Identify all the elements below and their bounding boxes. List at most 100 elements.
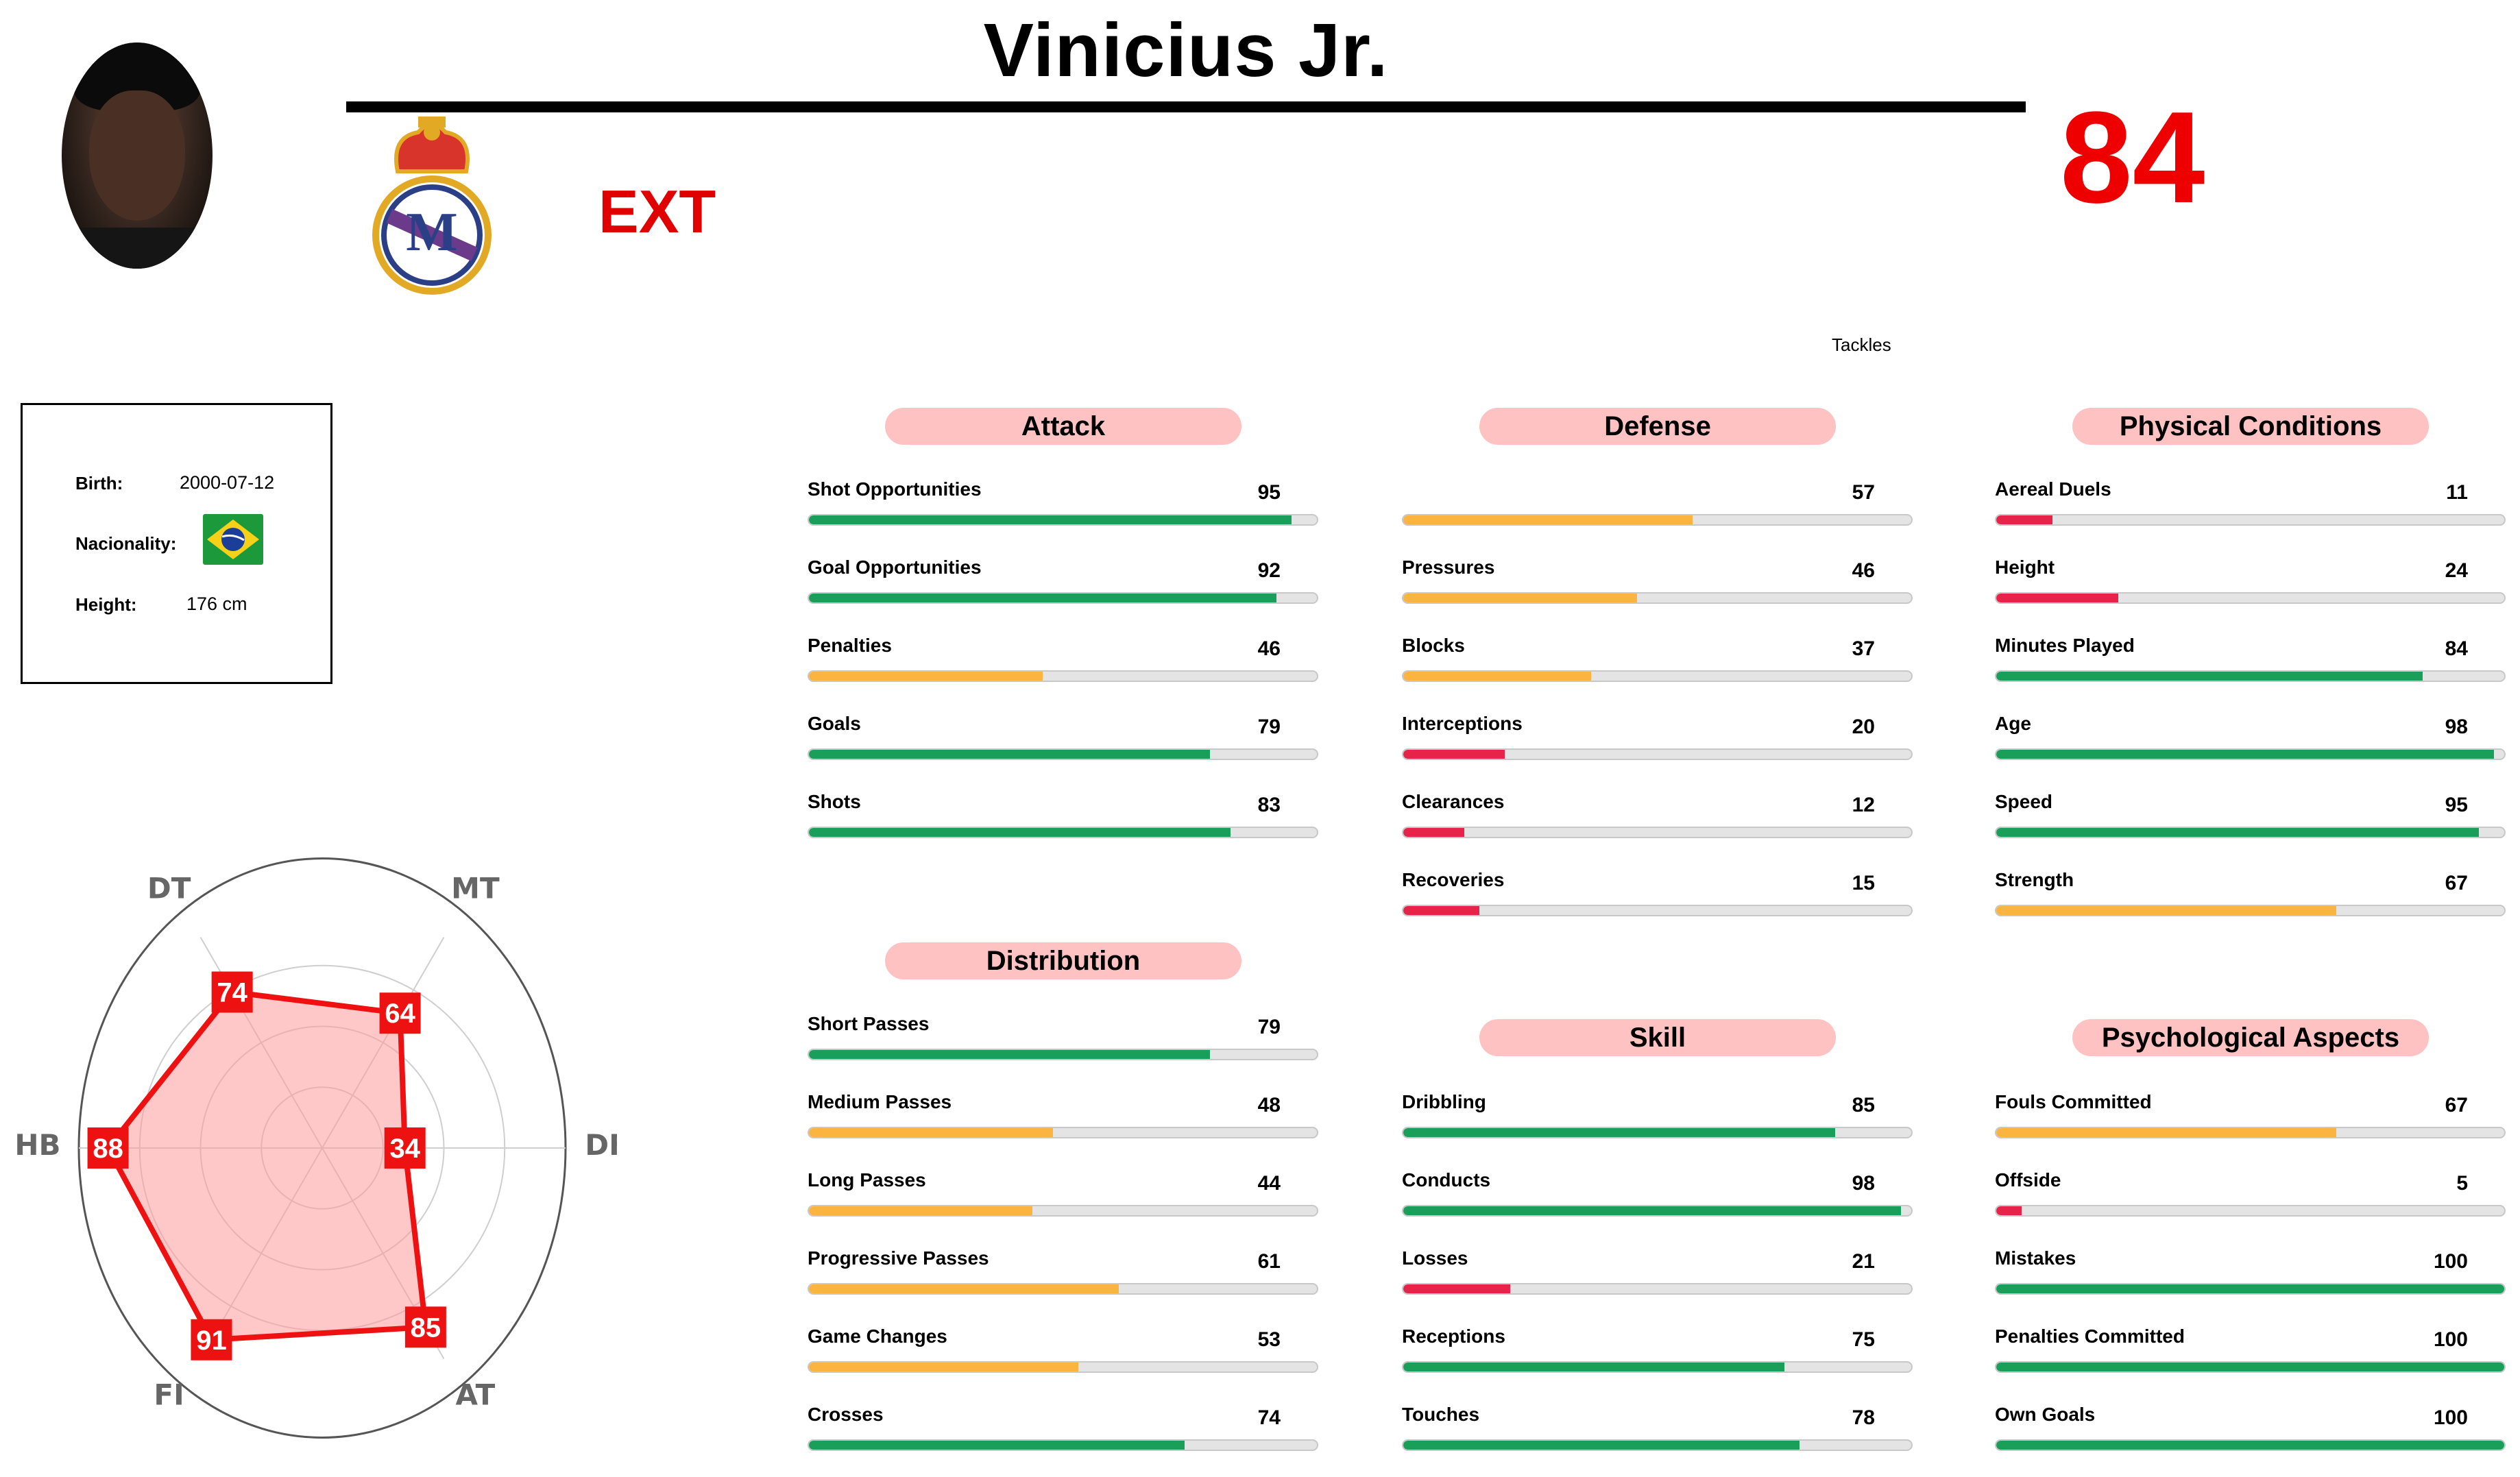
stat-bar-track bbox=[1402, 827, 1913, 838]
section-header-skill: Skill bbox=[1479, 1019, 1836, 1056]
stat-bar-track bbox=[808, 1439, 1318, 1451]
stat-value: 85 bbox=[1852, 1094, 1875, 1116]
birth-value: 2000-07-12 bbox=[180, 472, 275, 493]
stat-value: 78 bbox=[1852, 1406, 1875, 1429]
stat-bar-track bbox=[1995, 592, 2506, 604]
stat-bar-fill bbox=[1403, 828, 1464, 837]
stat-label: Medium Passes bbox=[808, 1091, 952, 1112]
stat-row: Aereal Duels 11 bbox=[1995, 478, 2509, 547]
stat-bar-track bbox=[1995, 670, 2506, 682]
stat-bar-fill bbox=[1996, 1441, 2504, 1450]
stat-value: 24 bbox=[2445, 559, 2468, 582]
stat-label: Shots bbox=[808, 791, 861, 812]
stat-bar-track bbox=[1402, 1205, 1913, 1217]
stat-label: Goals bbox=[808, 713, 861, 734]
stat-label: Short Passes bbox=[808, 1013, 930, 1034]
radar-value-marker bbox=[384, 1127, 426, 1169]
stat-value: 12 bbox=[1852, 794, 1875, 816]
stat-label: Progressive Passes bbox=[808, 1247, 989, 1269]
section-header-psychological-aspects: Psychological Aspects bbox=[2072, 1019, 2429, 1056]
stat-bar-track bbox=[1995, 1439, 2506, 1451]
stat-value: 95 bbox=[2445, 794, 2468, 816]
stat-label: Recoveries bbox=[1402, 869, 1505, 890]
radar-area bbox=[105, 989, 428, 1343]
stat-row: Blocks 37 bbox=[1402, 635, 1916, 703]
stat-value: 92 bbox=[1257, 559, 1281, 582]
stat-bar-fill bbox=[1996, 1206, 2022, 1215]
radar-value-label: 85 bbox=[411, 1313, 441, 1343]
stat-bar-fill bbox=[1996, 1284, 2504, 1293]
stat-bar-track bbox=[808, 670, 1318, 682]
stat-bar-track bbox=[808, 1205, 1318, 1217]
stat-bar-fill bbox=[1996, 594, 2118, 602]
stat-row: Dribbling 85 bbox=[1402, 1091, 1916, 1160]
stat-bar-fill bbox=[1996, 1128, 2337, 1137]
stat-label: Game Changes bbox=[808, 1326, 947, 1347]
radar-axis-label: MT bbox=[451, 872, 500, 905]
stat-label: Conducts bbox=[1402, 1169, 1491, 1191]
stat-bar-track bbox=[1402, 1361, 1913, 1373]
stat-bar-track bbox=[808, 1283, 1318, 1295]
stat-bar-track bbox=[1995, 514, 2506, 526]
stat-bar-fill bbox=[1403, 672, 1592, 681]
stat-bar-fill bbox=[1403, 1363, 1784, 1371]
stat-row: Recoveries 15 bbox=[1402, 869, 1916, 938]
stat-label: Penalties Committed bbox=[1995, 1326, 2185, 1347]
stat-value: 53 bbox=[1257, 1328, 1281, 1351]
stat-value: 74 bbox=[1257, 1406, 1281, 1429]
radar-value-marker bbox=[379, 992, 421, 1034]
stat-bar-fill bbox=[1996, 828, 2479, 837]
stat-bar-track bbox=[808, 1127, 1318, 1138]
stat-bar-track bbox=[808, 748, 1318, 760]
radar-value-marker bbox=[87, 1127, 129, 1169]
stat-bar-track bbox=[1402, 1283, 1913, 1295]
stat-label: Aereal Duels bbox=[1995, 478, 2111, 500]
stat-bar-track bbox=[808, 592, 1318, 604]
stat-bar-track bbox=[1995, 1361, 2506, 1373]
player-name: Vinicius Jr. bbox=[983, 8, 1389, 93]
stat-row: Minutes Played 84 bbox=[1995, 635, 2509, 703]
real-madrid-crest-icon: M bbox=[372, 117, 492, 295]
stat-bar-fill bbox=[1403, 594, 1637, 602]
stat-label: Shot Opportunities bbox=[808, 478, 982, 500]
birth-label: Birth: bbox=[75, 473, 123, 493]
stat-bar-track bbox=[1995, 748, 2506, 760]
stat-label: Goal Opportunities bbox=[808, 557, 982, 578]
stat-value: 84 bbox=[2445, 637, 2468, 660]
stat-bar-fill bbox=[809, 1284, 1119, 1293]
radar-axis-label: HB bbox=[14, 1128, 60, 1162]
stat-bar-fill bbox=[809, 594, 1276, 602]
stat-bar-fill bbox=[1996, 906, 2337, 915]
stat-bar-fill bbox=[809, 1050, 1211, 1059]
section-header-physical-conditions: Physical Conditions bbox=[2072, 408, 2429, 445]
stat-value: 11 bbox=[2446, 481, 2468, 504]
stat-row: Fouls Committed 67 bbox=[1995, 1091, 2509, 1160]
stat-bar-fill bbox=[809, 515, 1292, 524]
height-label: Height: bbox=[75, 594, 137, 615]
stat-row: Interceptions 20 bbox=[1402, 713, 1916, 781]
stat-bar-track bbox=[1995, 1283, 2506, 1295]
stat-label: Fouls Committed bbox=[1995, 1091, 2152, 1112]
stat-bar-fill bbox=[1996, 672, 2423, 681]
stat-bar-track bbox=[1402, 670, 1913, 682]
stat-bar-track bbox=[1402, 514, 1913, 526]
radar-chart: 74 64 34 85 91 88 DT MT DF AT FI HB bbox=[14, 857, 617, 1439]
stat-bar-fill bbox=[1403, 1284, 1510, 1293]
stat-label: Strength bbox=[1995, 869, 2074, 890]
stat-value: 57 bbox=[1852, 481, 1875, 504]
stat-bar-fill bbox=[1403, 1206, 1902, 1215]
stat-row: Clearances 12 bbox=[1402, 791, 1916, 859]
stat-value: 46 bbox=[1852, 559, 1875, 582]
stat-label: Receptions bbox=[1402, 1326, 1505, 1347]
stat-bar-track bbox=[808, 1049, 1318, 1060]
radar-value-label: 64 bbox=[385, 999, 415, 1029]
stat-label: Touches bbox=[1402, 1404, 1480, 1425]
stat-row: Long Passes 44 bbox=[808, 1169, 1322, 1238]
stat-row: Age 98 bbox=[1995, 713, 2509, 781]
stat-value: 100 bbox=[2433, 1250, 2468, 1273]
stat-label: Speed bbox=[1995, 791, 2053, 812]
stat-bar-track bbox=[808, 1361, 1318, 1373]
stat-value: 48 bbox=[1257, 1094, 1281, 1116]
stat-value: 46 bbox=[1257, 637, 1281, 660]
stat-value: 21 bbox=[1852, 1250, 1875, 1273]
